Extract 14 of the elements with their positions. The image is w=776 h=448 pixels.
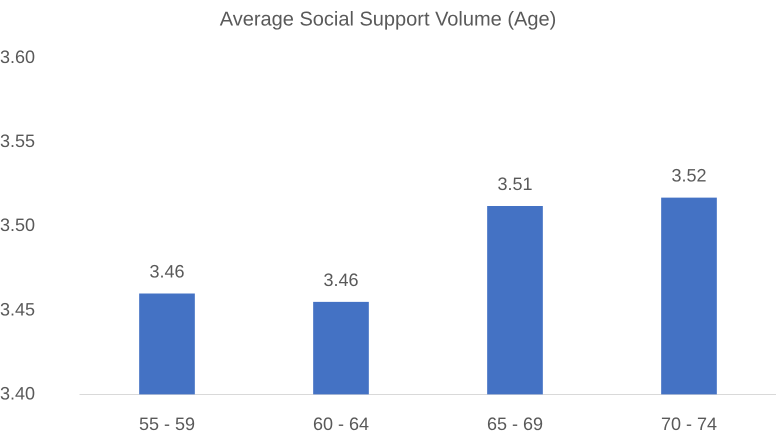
x-tick-label: 55 - 59 xyxy=(138,414,196,434)
x-tick-label: 70 - 74 xyxy=(660,414,718,434)
y-tick-label: 3.45 xyxy=(0,299,36,320)
chart-title: Average Social Support Volume (Age) xyxy=(220,8,556,31)
y-tick-label: 3.40 xyxy=(0,383,36,404)
data-label: 3.46 xyxy=(149,261,185,282)
x-tick-label: 65 - 69 xyxy=(486,414,544,434)
y-tick-label: 3.55 xyxy=(0,131,36,152)
x-tick-label: 60 - 64 xyxy=(312,414,370,434)
data-label: 3.52 xyxy=(671,166,707,186)
y-tick-label: 3.50 xyxy=(0,215,36,236)
y-tick-label: 3.60 xyxy=(0,46,36,67)
data-label: 3.46 xyxy=(323,270,359,290)
data-label: 3.51 xyxy=(497,174,533,194)
